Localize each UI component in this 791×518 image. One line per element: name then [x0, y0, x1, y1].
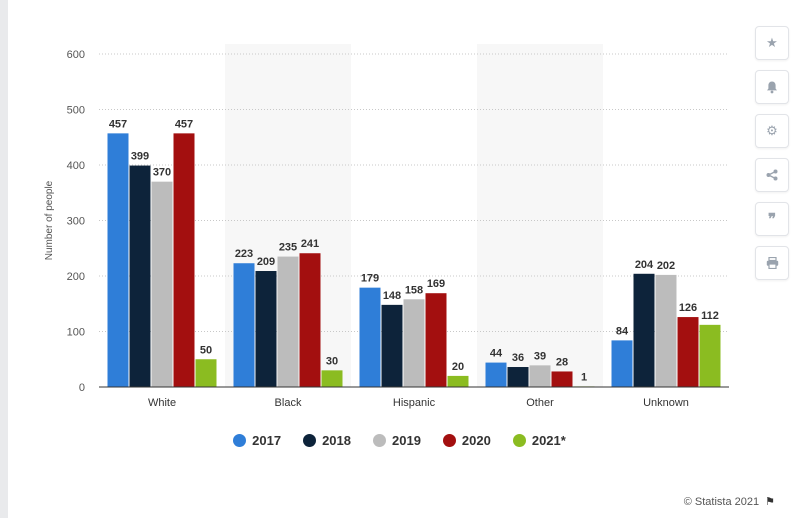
bar-value-label: 84 — [616, 325, 629, 337]
y-tick-label: 200 — [67, 271, 85, 283]
gear-icon: ⚙ — [766, 123, 778, 138]
legend-label: 2017 — [252, 433, 282, 448]
bar — [129, 165, 151, 387]
legend-marker — [442, 434, 456, 447]
bar — [299, 253, 321, 387]
bar-value-label: 179 — [361, 273, 379, 285]
bar — [507, 367, 529, 387]
bar — [633, 273, 655, 387]
x-tick-label: Black — [275, 397, 302, 409]
bar-value-label: 50 — [200, 344, 212, 356]
legend-label: 2018 — [322, 433, 351, 448]
bar — [699, 324, 721, 387]
bar-value-label: 28 — [556, 356, 568, 368]
bar-value-label: 169 — [427, 278, 445, 290]
bar — [425, 293, 447, 387]
chart-card: 0 100 200 300 400 500 600 Number of people 457 39… — [8, 0, 791, 518]
legend-item[interactable]: 2017 — [233, 433, 281, 448]
notification-button[interactable] — [755, 70, 789, 104]
flag-icon: ⚑ — [765, 496, 775, 508]
bar — [255, 271, 277, 387]
bar — [321, 370, 343, 387]
x-tick-label: Unknown — [643, 397, 689, 409]
legend-item[interactable]: 2018 — [303, 433, 351, 448]
legend-label: 2021* — [531, 433, 566, 448]
cite-button[interactable]: ❞ — [755, 202, 789, 236]
statista-credit[interactable]: © Statista 2021 ⚑ — [683, 495, 775, 509]
bar-value-label: 44 — [490, 348, 503, 360]
y-axis-label: Number of people — [44, 180, 55, 260]
category-band — [477, 44, 603, 387]
bar-value-label: 1 — [581, 371, 587, 383]
bar-value-label: 457 — [109, 118, 127, 130]
legend-label: 2019 — [392, 433, 421, 448]
legend-marker — [512, 434, 526, 447]
x-tick-label: Other — [526, 397, 554, 409]
bar-value-label: 30 — [326, 355, 338, 367]
legend-item[interactable]: 2019 — [373, 433, 421, 448]
bar — [195, 359, 217, 387]
bar-chart: 0 100 200 300 400 500 600 Number of people 457 39… — [44, 44, 729, 409]
bar — [277, 256, 299, 387]
bar-value-label: 112 — [701, 310, 719, 322]
legend-marker — [233, 434, 247, 447]
bar-value-label: 223 — [235, 248, 253, 260]
share-icon — [766, 169, 778, 181]
chart-legend: 2017 2018 2019 2020 2021* — [8, 433, 791, 448]
bar-value-label: 204 — [635, 259, 654, 271]
bar — [551, 371, 573, 387]
x-tick-label: White — [148, 397, 176, 409]
bar-value-label: 36 — [512, 352, 524, 364]
bar — [655, 274, 677, 387]
bar-value-label: 20 — [452, 361, 464, 373]
print-button[interactable] — [755, 246, 789, 280]
bar-value-label: 370 — [153, 167, 171, 179]
bar-value-label: 158 — [405, 284, 423, 296]
y-tick-label: 500 — [67, 105, 85, 117]
bar-value-label: 209 — [257, 256, 275, 268]
bar — [403, 299, 425, 387]
bar — [447, 375, 469, 387]
bar — [107, 133, 129, 387]
bar-value-label: 241 — [301, 238, 319, 250]
y-tick-label: 600 — [67, 49, 85, 61]
bar — [233, 263, 255, 387]
bar — [485, 362, 507, 387]
bar-value-label: 126 — [679, 302, 697, 314]
legend-marker — [373, 434, 386, 447]
bar-value-label: 39 — [534, 350, 546, 362]
bar — [173, 133, 195, 387]
bell-icon — [767, 81, 777, 93]
chart-toolbar: ★ ⚙ ❞ — [755, 26, 789, 290]
print-icon — [766, 257, 778, 269]
bar — [381, 304, 403, 387]
bar-value-label: 399 — [131, 151, 149, 163]
star-icon: ★ — [766, 35, 778, 50]
settings-button[interactable]: ⚙ — [755, 114, 789, 148]
y-tick-label: 300 — [67, 216, 85, 228]
bar — [677, 317, 699, 387]
y-tick-label: 400 — [67, 160, 85, 172]
credit-text: © Statista 2021 — [683, 495, 760, 508]
bar — [359, 287, 381, 387]
bar — [611, 340, 633, 387]
y-tick-label: 0 — [79, 382, 85, 394]
legend-item[interactable]: 2021* — [512, 433, 566, 448]
y-tick-label: 100 — [67, 327, 85, 339]
legend-label: 2020 — [461, 433, 491, 448]
bar — [529, 365, 551, 387]
bar-value-label: 235 — [279, 242, 297, 254]
bar-value-label: 202 — [657, 260, 675, 272]
x-tick-label: Hispanic — [393, 397, 436, 409]
bar — [151, 181, 173, 387]
bar-value-label: 457 — [175, 118, 193, 130]
share-button[interactable] — [755, 158, 789, 192]
bar-value-label: 148 — [383, 290, 401, 302]
favorite-button[interactable]: ★ — [755, 26, 789, 60]
quote-icon: ❞ — [767, 211, 777, 228]
legend-marker — [303, 434, 317, 447]
legend-item[interactable]: 2020 — [442, 433, 491, 448]
